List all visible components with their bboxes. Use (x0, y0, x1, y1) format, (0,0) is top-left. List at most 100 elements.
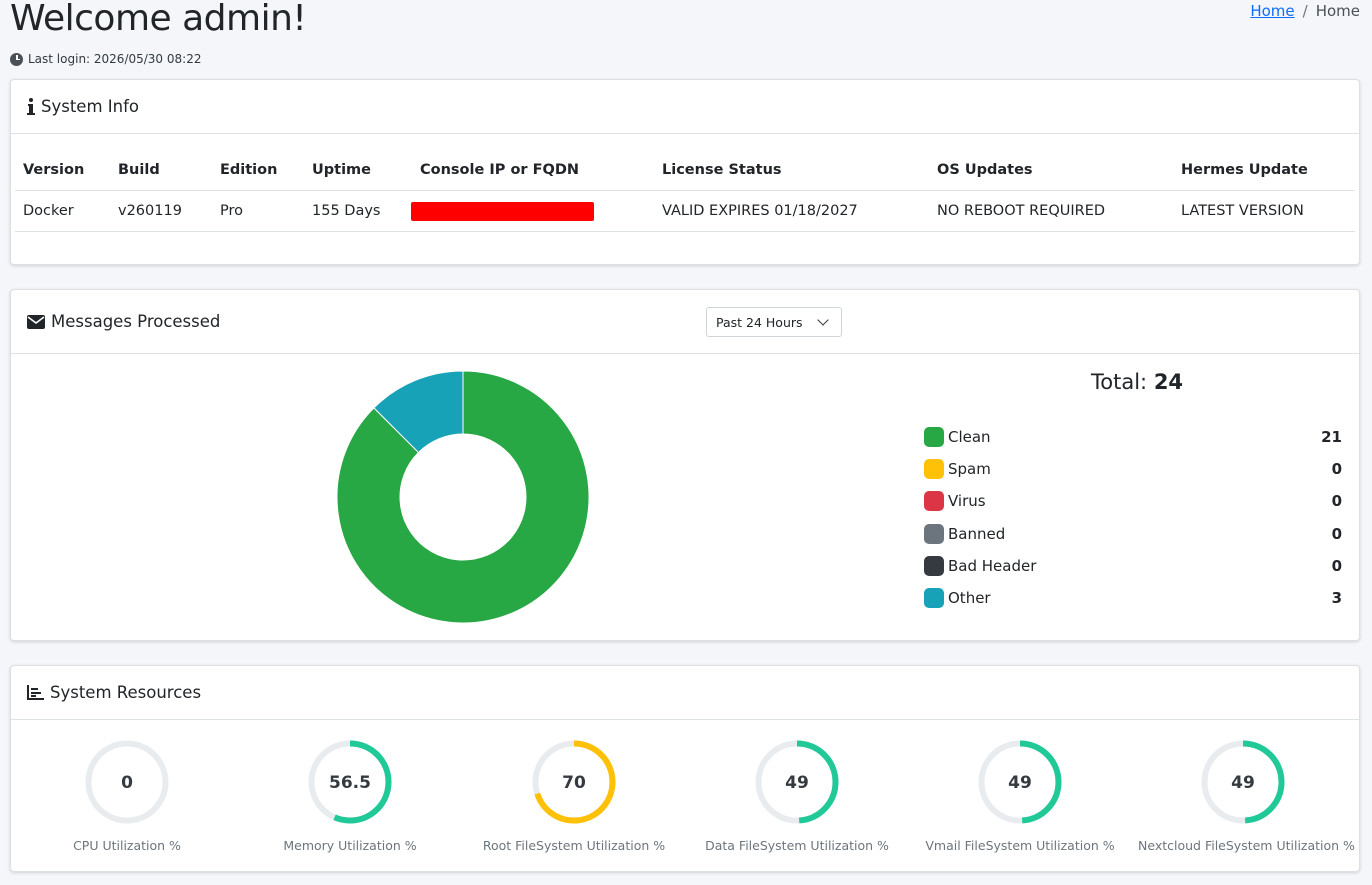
last-login-text: Last login: 2026/05/30 08:22 (28, 52, 202, 66)
time-range-value: Past 24 Hours (716, 314, 803, 330)
total-count: Total: 24 (1091, 370, 1183, 394)
legend-label: Virus (948, 492, 986, 511)
gauge-ring: 56.5 (308, 740, 392, 824)
breadcrumb-separator: / (1302, 2, 1308, 20)
gauge-label: Vmail FileSystem Utilization % (925, 838, 1115, 853)
breadcrumb-home-link[interactable]: Home (1250, 2, 1295, 20)
column-header: Uptime (304, 150, 412, 191)
column-header: OS Updates (929, 150, 1173, 191)
table-header-row: Version Build Edition Uptime Console IP … (15, 150, 1355, 191)
gauge-value: 56.5 (329, 773, 371, 793)
gauge-ring: 49 (1201, 740, 1285, 824)
legend-label: Clean (948, 428, 991, 447)
legend-swatch (924, 427, 944, 448)
resource-gauge: 56.5 Memory Utilization % (245, 738, 455, 853)
breadcrumb: Home / Home (1250, 2, 1360, 20)
legend-item[interactable]: Spam 0 (924, 453, 1342, 485)
gauge-value: 0 (121, 773, 133, 793)
column-header: License Status (654, 150, 929, 191)
column-header: Hermes Update (1173, 150, 1355, 191)
legend-label: Bad Header (948, 556, 1037, 575)
clock-icon (10, 52, 23, 66)
gauge-value: 49 (785, 773, 809, 793)
legend-count: 0 (1331, 556, 1342, 575)
legend-item[interactable]: Other 3 (924, 582, 1342, 614)
column-header: Edition (212, 150, 304, 191)
donut-slice-other[interactable] (373, 370, 464, 454)
gauge-value: 70 (562, 773, 586, 793)
column-header: Build (110, 150, 212, 191)
gauge-label: Memory Utilization % (283, 838, 417, 853)
system-info-card: System Info Version Build Edition Uptime… (10, 79, 1360, 265)
legend-count: 3 (1331, 589, 1342, 608)
gauge-ring: 70 (532, 740, 616, 824)
console-ip-cell (411, 190, 654, 232)
legend-swatch (924, 555, 944, 576)
legend-item[interactable]: Banned 0 (924, 518, 1342, 550)
total-value: 24 (1153, 370, 1184, 394)
legend-swatch (924, 523, 944, 544)
info-icon (27, 98, 35, 115)
resources-card: System Resources 0 CPU Utilization % 56.5 M… (10, 665, 1360, 872)
gauge-label: CPU Utilization % (73, 838, 181, 853)
legend-count: 0 (1331, 460, 1342, 479)
edition-cell: Pro (212, 190, 304, 232)
gauge-fill (755, 740, 839, 824)
legend-label: Spam (948, 460, 991, 479)
legend-item[interactable]: Bad Header 0 (924, 550, 1342, 582)
page-title: Welcome admin! (10, 0, 307, 39)
legend-item[interactable]: Virus 0 (924, 485, 1342, 517)
legend-swatch (924, 588, 944, 609)
gauge-fill (978, 740, 1062, 824)
column-header: Version (15, 150, 110, 191)
os-updates-cell: NO REBOOT REQUIRED (929, 190, 1173, 232)
resource-gauge: 49 Data FileSystem Utilization % (692, 738, 902, 853)
resources-header: System Resources (11, 666, 1359, 720)
resource-gauge: 49 Vmail FileSystem Utilization % (915, 738, 1125, 853)
legend-count: 0 (1331, 524, 1342, 543)
donut-slice-clean[interactable] (336, 370, 590, 624)
hermes-update-cell: LATEST VERSION (1173, 190, 1355, 232)
messages-header: Messages Processed Past 24 Hours (11, 290, 1359, 354)
gauge-track (85, 740, 169, 824)
system-info-header: System Info (11, 80, 1359, 134)
system-info-table: Version Build Edition Uptime Console IP … (15, 150, 1355, 232)
resource-gauge: 70 Root FileSystem Utilization % (469, 738, 679, 853)
legend-count: 21 (1321, 428, 1342, 447)
messages-donut-chart (336, 370, 590, 624)
system-info-title: System Info (41, 97, 140, 116)
bar-chart-icon (27, 685, 44, 700)
uptime-cell: 155 Days (304, 190, 412, 232)
chevron-down-icon (817, 314, 829, 326)
gauge-ring: 0 (85, 740, 169, 824)
legend-item[interactable]: Clean 21 (924, 421, 1342, 453)
chart-legend: Clean 21 Spam 0 Virus 0 Banned 0 Bad Header 0 Othe… (924, 421, 1342, 614)
messages-title: Messages Processed (51, 312, 221, 331)
time-range-select[interactable]: Past 24 Hours (706, 307, 842, 337)
legend-label: Banned (948, 524, 1006, 543)
total-label: Total: (1091, 370, 1148, 394)
resource-gauge: 0 CPU Utilization % (22, 738, 232, 853)
legend-swatch (924, 459, 944, 480)
column-header: Console IP or FQDN (412, 150, 654, 191)
legend-count: 0 (1331, 492, 1342, 511)
gauge-label: Data FileSystem Utilization % (705, 838, 889, 853)
gauge-fill (1201, 740, 1285, 824)
build-cell: v260119 (110, 190, 212, 232)
gauge-ring: 49 (978, 740, 1062, 824)
legend-swatch (924, 491, 944, 512)
license-cell: VALID EXPIRES 01/18/2027 (654, 190, 929, 232)
redacted-block (411, 201, 594, 221)
table-row: Docker v260119 Pro 155 Days VALID EXPIRE… (15, 190, 1355, 232)
gauge-label: Root FileSystem Utilization % (482, 838, 666, 853)
envelope-icon (27, 314, 45, 329)
gauge-ring: 49 (755, 740, 839, 824)
breadcrumb-current: Home (1315, 2, 1360, 20)
resource-gauge: 49 Nextcloud FileSystem Utilization % (1138, 738, 1355, 853)
legend-label: Other (948, 589, 991, 608)
last-login: Last login: 2026/05/30 08:22 (10, 52, 201, 66)
gauge-fill (532, 740, 616, 824)
gauge-label: Nextcloud FileSystem Utilization % (1138, 838, 1355, 853)
version-cell: Docker (15, 190, 110, 232)
resources-title: System Resources (50, 683, 202, 702)
